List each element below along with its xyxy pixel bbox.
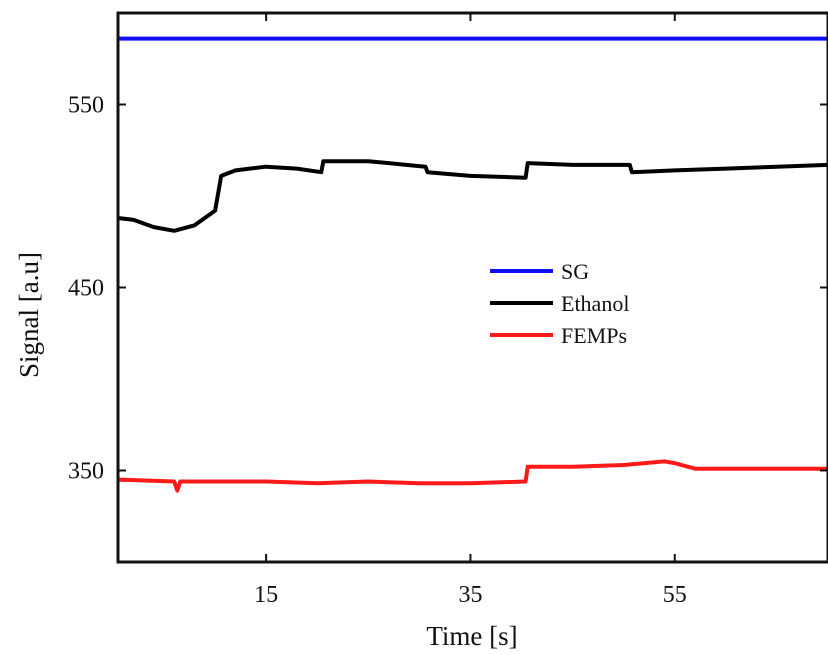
series-layer xyxy=(117,36,828,493)
x-tick-label: 35 xyxy=(458,582,482,608)
legend-label-ethanol: Ethanol xyxy=(561,291,629,316)
y-tick-label: 550 xyxy=(68,93,104,119)
series-line-femps xyxy=(117,459,828,493)
tick-layer: 15 35 55 350 450 550 xyxy=(68,13,828,608)
x-tick-label: 15 xyxy=(254,582,278,608)
legend: SG Ethanol FEMPs xyxy=(490,259,629,348)
series-line-ethanol xyxy=(117,159,828,233)
legend-label-sg: SG xyxy=(561,259,589,284)
y-axis-title: Signal [a.u] xyxy=(14,252,44,378)
y-tick-label: 350 xyxy=(68,459,104,485)
x-tick-label: 55 xyxy=(663,582,687,608)
x-axis-title: Time [s] xyxy=(426,621,517,651)
legend-label-femps: FEMPs xyxy=(561,323,627,348)
y-tick-label: 450 xyxy=(68,276,104,302)
